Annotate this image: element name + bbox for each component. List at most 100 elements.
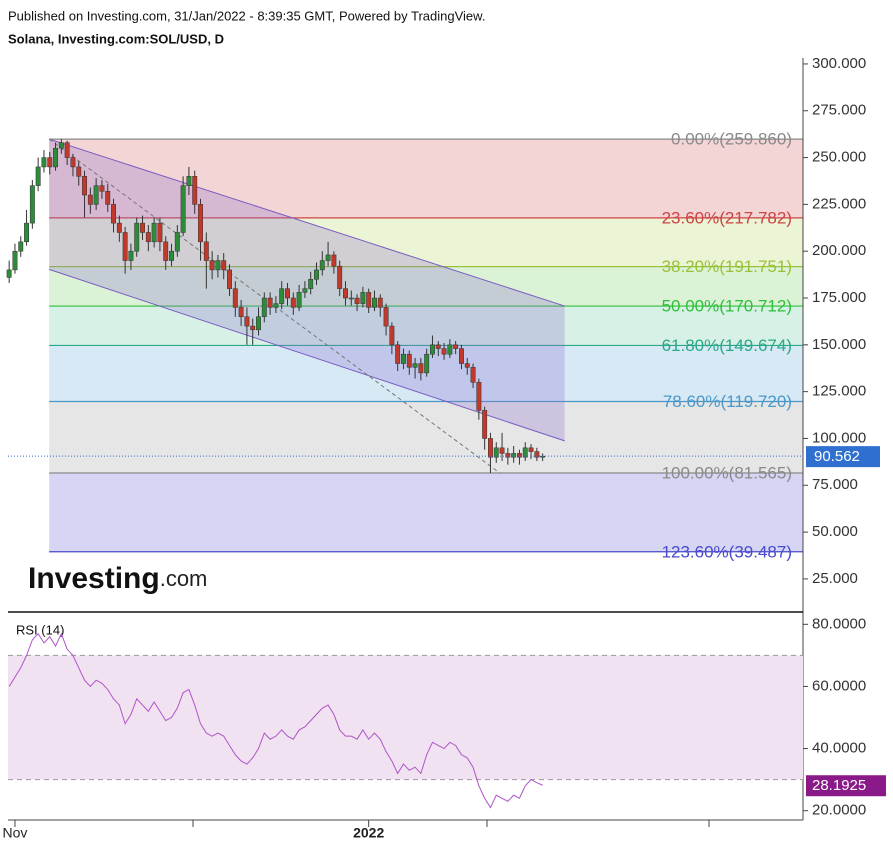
candle-body	[447, 344, 453, 355]
y-tick-label: 40.0000	[812, 740, 866, 757]
fib-band	[49, 266, 804, 307]
candle-body	[290, 297, 296, 308]
candle-body	[163, 241, 169, 261]
candle-body	[151, 222, 157, 243]
candle-body	[488, 438, 493, 458]
y-tick-label: 275.000	[812, 102, 866, 119]
candle-body	[128, 250, 134, 261]
candle-body	[192, 176, 198, 205]
y-tick-label: 80.0000	[812, 615, 866, 632]
candle-body	[314, 269, 319, 280]
candle-body	[348, 297, 354, 300]
candle-body	[470, 367, 476, 383]
candle-body	[250, 325, 256, 331]
candle-body	[383, 307, 389, 327]
candle-body	[412, 363, 418, 368]
candle-body	[134, 222, 140, 252]
candle-body	[157, 222, 163, 243]
candle-body	[76, 166, 82, 177]
candle-body	[47, 157, 53, 168]
y-tick-label: 25.000	[812, 570, 858, 587]
candle-body	[372, 297, 377, 308]
candle-body	[35, 166, 41, 186]
candle-body	[406, 353, 412, 368]
candle-body	[180, 185, 186, 233]
candle-body	[534, 451, 540, 458]
fib-band	[49, 217, 804, 267]
y-tick-label: 100.000	[812, 429, 866, 446]
candle-body	[6, 269, 12, 278]
candle-body	[522, 447, 528, 458]
fib-label: 50.00%(170.712)	[662, 297, 792, 316]
logo-suffix: .com	[160, 566, 208, 591]
candle-body	[53, 147, 58, 168]
candle-body	[325, 254, 331, 261]
y-tick-label: 125.000	[812, 383, 866, 400]
candle-body	[24, 222, 30, 243]
candle-body	[267, 297, 273, 308]
candle-body	[12, 250, 18, 271]
candle-body	[70, 157, 76, 168]
candle-body	[360, 292, 366, 304]
fib-label: 23.60%(217.782)	[662, 208, 792, 227]
candle-body	[122, 232, 128, 261]
channel-upper	[49, 138, 565, 307]
fib-band	[49, 472, 804, 552]
candle-body	[366, 292, 372, 308]
y-tick-label: 225.000	[812, 195, 866, 212]
candle-body	[482, 410, 488, 439]
candle-body	[464, 363, 470, 368]
y-tick-label: 50.000	[812, 523, 858, 540]
fib-band	[49, 306, 804, 346]
last-price-label: 90.562	[814, 448, 860, 465]
candle-body	[424, 353, 430, 374]
candle-body	[169, 250, 174, 261]
x-tick-label: Nov	[3, 825, 28, 841]
y-tick-label: 200.000	[812, 242, 866, 259]
candle-body	[499, 447, 505, 454]
logo: Investing.com	[28, 562, 207, 595]
candle-body	[256, 316, 261, 331]
candle-body	[302, 288, 308, 293]
fib-label: 0.00%(259.860)	[671, 130, 792, 149]
candle-body	[459, 348, 464, 364]
symbol-title: Solana, Investing.com:SOL/USD, D	[8, 31, 224, 46]
candle-body	[140, 222, 145, 233]
candle-body	[511, 453, 517, 458]
candle-body	[453, 344, 459, 349]
fib-label: 38.20%(191.751)	[662, 257, 792, 276]
fib-label: 100.00%(81.565)	[662, 463, 792, 482]
candle-body	[105, 191, 111, 205]
candle-body	[401, 353, 406, 364]
fib-band	[49, 139, 804, 218]
candle-body	[395, 344, 401, 364]
candle-body	[261, 297, 267, 317]
candle-body	[493, 447, 499, 458]
y-tick-label: 75.000	[812, 476, 858, 493]
fib-label: 123.60%(39.487)	[662, 542, 792, 561]
candle-body	[221, 260, 227, 271]
rsi-title: RSI (14)	[16, 622, 64, 637]
rsi-last-label: 28.1925	[812, 777, 866, 794]
candle-body	[331, 254, 337, 267]
published-note: Published on Investing.com, 31/Jan/2022 …	[8, 8, 485, 23]
candle-body	[343, 288, 348, 299]
candle-body	[203, 241, 209, 261]
last-price-box	[806, 446, 880, 468]
candle-body	[441, 348, 447, 355]
candle-body	[279, 288, 285, 304]
candle-body	[64, 142, 70, 158]
rsi-line	[8, 632, 543, 809]
fib-label: 61.80%(149.674)	[662, 336, 792, 355]
candle-body	[308, 279, 314, 289]
x-tick-label: 2022	[353, 825, 384, 841]
candle-body	[186, 176, 192, 186]
candle-body	[418, 363, 424, 374]
candle-body	[215, 260, 221, 271]
candle-body	[273, 303, 279, 308]
y-tick-label: 150.000	[812, 336, 866, 353]
candle-body	[476, 382, 482, 411]
candle-body	[296, 292, 302, 308]
